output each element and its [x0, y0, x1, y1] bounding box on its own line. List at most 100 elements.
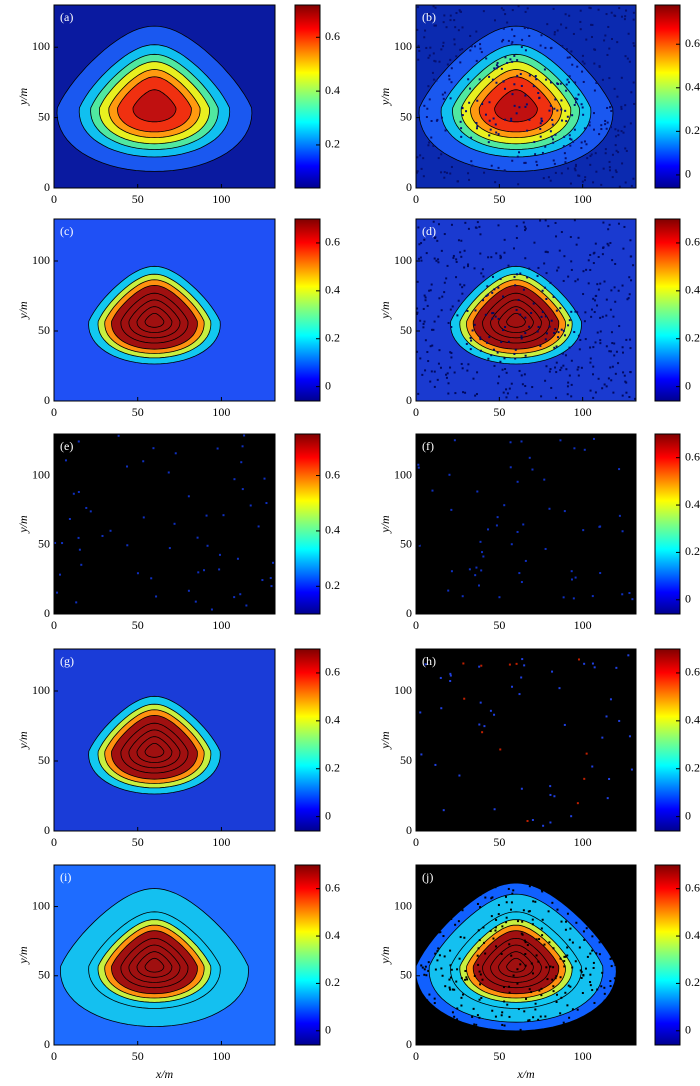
noise — [570, 50, 573, 53]
noise — [442, 97, 445, 100]
noise — [416, 28, 419, 31]
noise — [518, 1041, 521, 1044]
y-tick-label: 0 — [44, 1037, 50, 1051]
noise — [632, 177, 635, 180]
noise — [524, 316, 527, 319]
noise — [101, 534, 104, 537]
noise — [453, 43, 456, 46]
noise — [593, 299, 596, 302]
noise — [484, 313, 487, 316]
noise — [608, 169, 611, 172]
noise — [462, 662, 465, 665]
noise — [54, 541, 57, 544]
x-tick-label: 0 — [413, 618, 419, 632]
noise — [618, 514, 621, 517]
noise — [479, 336, 482, 339]
colorbar-tick-label: 0.4 — [325, 928, 340, 942]
noise — [540, 927, 543, 930]
noise — [514, 284, 517, 287]
noise — [442, 809, 445, 812]
noise — [475, 226, 478, 229]
noise — [625, 338, 628, 341]
noise — [493, 67, 496, 70]
noise — [494, 181, 497, 184]
noise — [603, 992, 606, 995]
noise — [589, 268, 592, 271]
noise — [535, 160, 538, 163]
noise — [449, 680, 452, 683]
noise — [543, 262, 546, 265]
noise — [439, 900, 442, 903]
noise — [524, 964, 527, 967]
noise — [556, 269, 559, 272]
noise — [479, 973, 482, 976]
noise — [460, 977, 463, 980]
noise — [508, 663, 511, 666]
noise — [584, 176, 587, 179]
noise — [601, 971, 604, 974]
noise — [440, 967, 443, 970]
contour — [128, 729, 181, 769]
noise — [583, 179, 586, 182]
noise — [89, 510, 92, 513]
noise — [430, 370, 433, 373]
plot-frame — [53, 648, 276, 832]
noise — [603, 280, 606, 283]
noise — [627, 297, 630, 300]
noise — [488, 101, 491, 104]
noise — [524, 385, 527, 388]
noise — [422, 157, 425, 160]
noise — [525, 392, 528, 395]
noise — [517, 183, 520, 186]
noise — [439, 931, 442, 934]
noise — [440, 171, 443, 174]
noise — [528, 118, 531, 121]
noise — [573, 103, 576, 106]
noise — [77, 536, 80, 539]
colorbar — [294, 218, 321, 402]
noise — [505, 371, 508, 374]
noise — [538, 938, 541, 941]
noise — [550, 386, 553, 389]
noise — [540, 119, 543, 122]
panel-label: (j) — [422, 870, 433, 884]
noise — [203, 569, 206, 572]
noise — [565, 26, 568, 29]
noise — [453, 38, 456, 41]
noise — [573, 128, 576, 131]
noise — [630, 184, 633, 187]
noise — [537, 960, 540, 963]
noise — [544, 46, 547, 49]
noise — [597, 377, 600, 380]
noise — [596, 914, 599, 917]
noise — [610, 379, 613, 382]
noise — [463, 697, 466, 700]
noise — [117, 434, 120, 437]
y-tick-label: 100 — [32, 253, 50, 267]
noise — [541, 151, 544, 154]
noise — [520, 46, 523, 49]
noise — [435, 79, 438, 82]
noise — [583, 127, 586, 130]
noise — [613, 342, 616, 345]
noise — [557, 890, 560, 893]
noise — [507, 39, 510, 42]
noise — [598, 133, 601, 136]
colorbar-tick-label: 0.2 — [325, 330, 340, 344]
noise — [595, 81, 598, 84]
noise — [475, 122, 478, 125]
noise — [571, 941, 574, 944]
noise — [524, 559, 527, 562]
noise — [450, 67, 453, 70]
noise — [433, 320, 436, 323]
noise — [210, 608, 213, 611]
noise — [459, 283, 462, 286]
noise — [609, 366, 612, 369]
noise — [566, 912, 569, 915]
noise — [478, 78, 481, 81]
noise — [472, 1007, 475, 1010]
noise — [482, 926, 485, 929]
